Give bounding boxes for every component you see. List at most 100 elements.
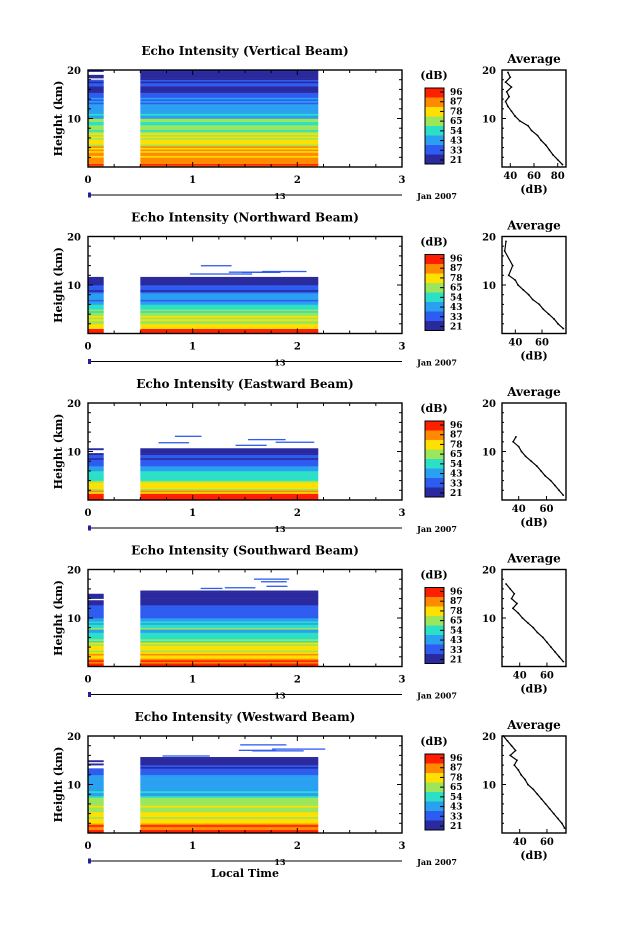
heatmap-cell <box>88 606 104 609</box>
profile-point <box>504 100 507 103</box>
heatmap-cell <box>88 811 104 814</box>
colorbar-segment <box>425 88 444 98</box>
heatmap-cell <box>88 116 104 119</box>
x-tick-label: 1 <box>189 841 196 852</box>
colorbar-segment <box>425 292 444 303</box>
heatmap-streak <box>260 581 287 583</box>
colorbar-tick-label: 87 <box>450 98 463 108</box>
profile-point <box>505 240 507 243</box>
heatmap-cell <box>88 86 104 89</box>
heatmap-cell <box>140 288 319 291</box>
profile-point <box>507 71 509 74</box>
heatmap-cell <box>88 647 104 650</box>
heatmap-cell <box>88 330 104 333</box>
heatmap-cell <box>140 327 319 329</box>
heatmap-cell <box>140 475 319 478</box>
heatmap-cell <box>88 317 104 320</box>
heatmap-cell <box>88 470 104 473</box>
heatmap-cell <box>140 472 319 475</box>
heatmap-cell <box>88 493 104 496</box>
heatmap-cell <box>88 325 104 328</box>
profile-point <box>517 612 520 615</box>
heatmap-cell <box>140 97 319 100</box>
profile-x-tick-label: 80 <box>551 171 565 182</box>
heatmap-cell <box>140 306 319 308</box>
heatmap-cell <box>140 477 319 480</box>
heatmap-cell <box>88 828 104 831</box>
heatmap-cell <box>140 291 319 294</box>
colorbar-tick-label: 21 <box>450 323 463 333</box>
heatmap-cell <box>88 142 104 145</box>
profile-point <box>526 783 529 786</box>
heatmap-cell <box>88 307 104 310</box>
heatmap-cell <box>88 129 104 132</box>
heatmap-cell <box>88 787 104 790</box>
heatmap-streak <box>275 441 315 443</box>
heatmap-cell <box>88 145 104 148</box>
heatmap-cell <box>140 76 319 79</box>
heatmap-cell <box>140 294 319 297</box>
profile-point <box>558 489 560 492</box>
colorbar-segment <box>425 597 444 607</box>
heatmap-cell <box>140 765 319 768</box>
colorbar-tick-label: 78 <box>450 607 463 617</box>
heatmap-cell <box>88 454 104 457</box>
heatmap-cell <box>140 761 319 764</box>
heatmap-cell <box>88 97 104 100</box>
colorbar-segment <box>425 97 444 108</box>
heatmap-cell <box>88 285 104 287</box>
heatmap-streak <box>262 270 307 273</box>
heatmap-cell <box>140 660 319 662</box>
heatmap-cell <box>140 120 319 123</box>
colorbar-tick-label: 65 <box>450 450 463 460</box>
heatmap-cell <box>140 482 319 485</box>
heatmap-cell <box>88 477 104 480</box>
heatmap-cell <box>88 483 104 486</box>
heatmap-cell <box>88 89 104 92</box>
heatmap-cell <box>88 640 104 643</box>
colorbar-segment <box>425 616 444 626</box>
profile-frame <box>501 402 567 501</box>
heatmap-cell <box>140 771 319 774</box>
heatmap-cell <box>140 592 319 595</box>
profile-point <box>511 264 514 267</box>
profile-point <box>530 460 533 463</box>
heatmap-cell <box>140 818 319 821</box>
heatmap-cell <box>140 103 319 106</box>
colorbar-tick-label: 43 <box>450 636 463 646</box>
heatmap-cell <box>140 624 319 627</box>
profile-title: Average <box>506 219 561 233</box>
heatmap-cell <box>140 81 319 84</box>
profile-point <box>544 803 547 805</box>
colorbar-tick-label: 21 <box>450 156 463 166</box>
heatmap-panel-1 <box>87 235 445 364</box>
heatmap-cell <box>88 112 104 114</box>
date-marker <box>88 858 91 864</box>
y-tick-label: 10 <box>67 281 81 292</box>
heatmap-cell <box>88 123 104 126</box>
heatmap-cell <box>88 464 104 467</box>
colorbar-frame <box>424 254 445 331</box>
heatmap-cell <box>140 595 319 598</box>
heatmap-cell <box>140 795 319 798</box>
heatmap-cell <box>140 285 319 287</box>
colorbar-frame <box>424 420 445 498</box>
profile-point <box>549 479 552 482</box>
heatmap-cell <box>140 782 319 785</box>
heatmap-cell <box>88 299 104 302</box>
colorbar-segment <box>425 487 444 498</box>
heatmap-cell <box>88 608 104 611</box>
heatmap-cell <box>88 637 104 640</box>
date-marker <box>88 359 91 364</box>
heatmap-cell <box>140 115 319 118</box>
heatmap-cell <box>140 816 319 819</box>
heatmap-cell <box>88 144 104 147</box>
profile-point <box>540 798 543 800</box>
panel-title: Echo Intensity (Southward Beam) <box>131 544 359 558</box>
heatmap-cell <box>88 792 104 795</box>
colorbar-tick-label: 43 <box>450 303 463 313</box>
heatmap-cell <box>88 795 104 798</box>
heatmap-cell <box>88 448 104 451</box>
profile-point <box>557 322 559 325</box>
x-tick-label: 0 <box>85 841 92 852</box>
